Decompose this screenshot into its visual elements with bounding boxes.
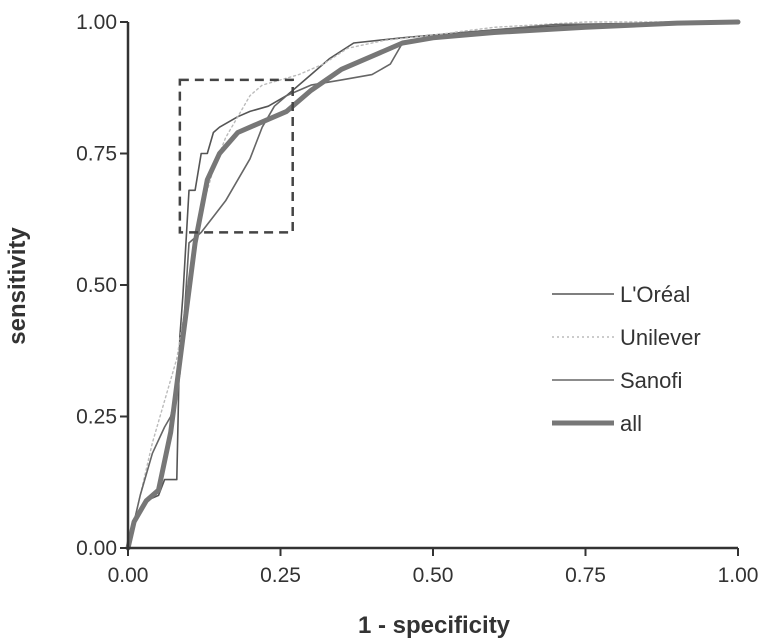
y-tick-label-3: 0.75 — [76, 143, 117, 166]
x-tick-label-0: 0.00 — [108, 564, 149, 587]
y-axis-title: sensitivity — [4, 227, 31, 345]
legend: L'Oréal Unilever Sanofi all — [552, 282, 701, 436]
tick-labels-group: 0.00 0.25 0.50 0.75 1.00 0.00 0.25 0.50 0.75 1.00 — [76, 11, 758, 587]
legend-label-0: L'Oréal — [620, 282, 690, 307]
y-tick-label-1: 0.25 — [76, 406, 117, 429]
series-line-3 — [125, 19, 741, 551]
series-line-0 — [127, 21, 739, 549]
x-tick-label-3: 0.75 — [565, 564, 606, 587]
zoom-box — [178, 78, 294, 234]
legend-label-1: Unilever — [620, 325, 701, 350]
x-axis-title: 1 - specificity — [358, 612, 511, 639]
x-tick-label-2: 0.50 — [413, 564, 454, 587]
y-tick-label-2: 0.50 — [76, 274, 117, 297]
y-tick-label-4: 1.00 — [76, 11, 117, 34]
series-group — [125, 19, 741, 551]
axes-group — [120, 21, 739, 556]
series-line-2 — [127, 21, 739, 549]
y-tick-label-0: 0.00 — [76, 537, 117, 560]
x-tick-label-1: 0.25 — [260, 564, 301, 587]
legend-label-3: all — [620, 411, 642, 436]
series-line-1 — [127, 21, 739, 549]
x-tick-label-4: 1.00 — [718, 564, 759, 587]
legend-label-2: Sanofi — [620, 368, 682, 393]
